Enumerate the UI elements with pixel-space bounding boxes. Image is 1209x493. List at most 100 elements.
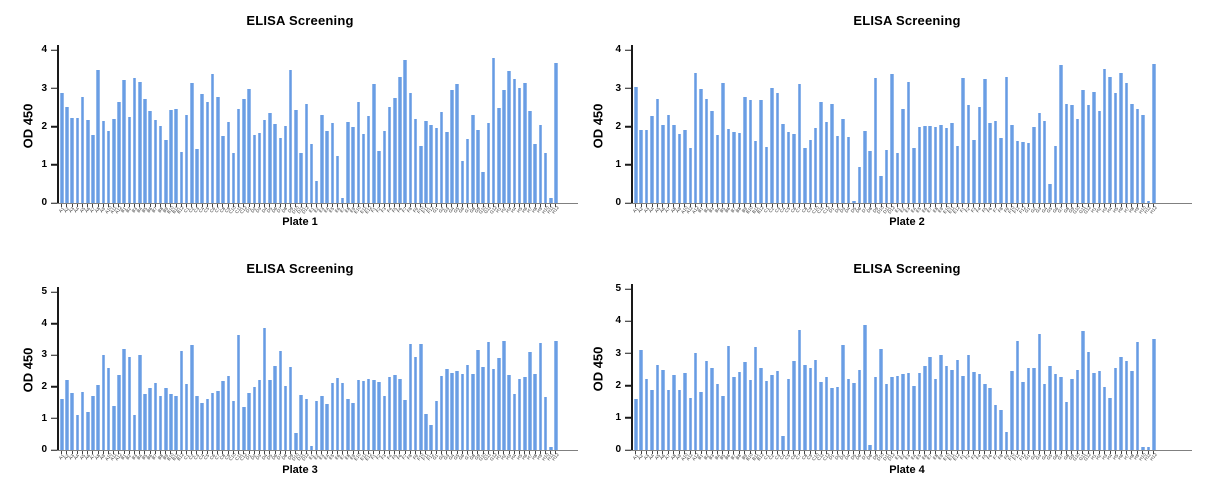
bar-well-F1: F1 [370,292,377,460]
bar-well-D3: D3 [839,289,846,461]
bar-well-A5: A5 [653,289,661,461]
bar-well-G4: G4 [448,292,455,461]
bar-well-B6: B6 [724,50,732,214]
bar-well-H1: H1 [1089,289,1097,461]
bar-well-H11: H11 [546,292,555,461]
bar-well-B9: B9 [741,289,748,461]
bar-well-A11: A11 [685,289,694,461]
bar-well-H12: H12 [1149,50,1158,215]
bar-well-C4: C4 [198,292,205,461]
bar-well-C10: C10 [228,292,237,462]
bar-well-E7: E7 [338,292,346,461]
bar-well-G12: G12 [1083,289,1092,462]
bar-well-B11: B11 [751,50,759,214]
bar-well-E10: E10 [353,292,362,461]
bar-well-D6: D6 [271,50,278,214]
bar-well-H9: H9 [1133,50,1141,214]
bar-well-C1: C1 [182,292,190,461]
bar-well-F2: F2 [964,50,971,213]
bar-well-C6: C6 [790,50,797,214]
bar-well-B7: B7 [151,50,158,214]
bar-well-A10: A10 [680,50,689,214]
y-tick-0: 0 [41,445,57,455]
bar-well-G7: G7 [1057,50,1064,214]
bar-well-F5: F5 [981,289,988,460]
bar-well-B8: B8 [156,292,164,461]
bar-series: A1 A2 A3 A4 A5 A6 A7 A8 A9 A10 A11 A12 B1 B2 B3 B4 B5 B6 B… [57,292,560,462]
bar-well-F8: F8 [997,289,1004,460]
bar-well-B4: B4 [136,50,143,214]
x-axis-line [57,202,578,204]
bar-well-A10: A10 [680,289,689,461]
bar-well-E8: E8 [344,50,351,214]
bar-well-G2: G2 [1029,50,1037,214]
bar-well-D12: D12 [887,50,896,215]
x-tick-label: H12 [1148,204,1158,215]
bar-well-F1: F1 [959,289,966,460]
bar-well-E9: E9 [349,50,356,214]
plot-area: 0 1 2 3 4 5 A1 A2 A3 A4 A5 A6 A7 A8 A9 A10 A11 A12 B1 B2 B3… [615,284,1192,462]
bar-well-D8: D8 [281,50,289,214]
x-axis-title: Plate 4 [889,464,925,476]
bar-well-D10: D10 [291,50,300,215]
y-axis-label: OD 450 [590,103,606,149]
bar-well-H3: H3 [1100,50,1108,214]
y-tick-1: 1 [41,413,57,423]
y-tick-4: 4 [41,318,57,328]
bar-well-G1: G1 [1024,289,1032,461]
bar-well-C2: C2 [768,50,775,214]
bar-well-F3: F3 [380,50,387,213]
bar-well-B9: B9 [162,292,169,461]
bar-well-B10: B10 [166,292,175,461]
bar-well-A2: A2 [63,50,70,214]
bar-well-D5: D5 [850,289,857,461]
bar-well-D7: D7 [860,289,868,461]
bar-well-H8: H8 [531,292,538,461]
bar-well-G11: G11 [483,50,492,215]
x-axis-line [631,202,1192,204]
bar-well-F9: F9 [1002,50,1010,213]
bar-well-C7: C7 [214,292,221,461]
bar-well-G4: G4 [1040,50,1048,214]
bar-well-A8: A8 [670,50,677,214]
bar-well-F11: F11 [1013,50,1021,214]
bar-well-G9: G9 [1068,289,1075,461]
bar-well-E1: E1 [893,50,901,214]
bar-well-E5: E5 [915,50,922,214]
y-axis-label: OD 450 [20,103,36,149]
bar-well-H11: H11 [546,50,555,214]
y-tick-2: 2 [41,121,57,131]
bar-well-E10: E10 [942,289,950,461]
bar-well-E4: E4 [323,292,330,461]
bar-well-C6: C6 [208,50,216,214]
bar-well-H12: H12 [551,292,560,462]
x-axis-line [57,449,578,451]
bar-well-D4: D4 [844,289,852,461]
bar-well-D2: D2 [833,289,841,461]
bar-well-G9: G9 [1068,50,1075,214]
bar-well-D8: D8 [281,292,289,461]
bar-well-G5: G5 [453,50,460,214]
bar-well-G8: G8 [1062,289,1070,461]
bar-well-F10: F10 [416,292,425,461]
x-axis-title: Plate 3 [282,464,318,476]
chart-plate-2: ELISA Screening OD 450 0 1 2 3 4 A1 A2 A3 A4 A5 A… [591,0,1209,246]
bar-well-E1: E1 [307,50,315,214]
chart-plate-1: ELISA Screening OD 450 0 1 2 3 4 A1 A2 A3 A4 A5 A… [0,0,600,246]
bar-well-C11: C11 [234,50,242,214]
bar-well-D9: D9 [871,50,879,214]
bar-well-H6: H6 [1117,50,1124,214]
bar-well-H2: H2 [1095,289,1102,461]
chart-plate-3: ELISA Screening OD 450 0 1 2 3 4 5 A1 A2 A3 A4 A5… [0,246,600,493]
bar-well-C2: C2 [187,50,195,214]
bar-well-A7: A7 [89,292,96,461]
bar-well-C4: C4 [779,50,786,214]
bar-series: A1 A2 A3 A4 A5 A6 A7 A8 A9 A10 A11 A12 B1 B2 B3 B4 B5 B6 B… [57,50,560,215]
bar-well-B1: B1 [120,50,127,214]
bar-well-F8: F8 [406,292,413,460]
bar-well-B1: B1 [697,289,704,461]
bar-well-D12: D12 [301,50,310,215]
bar-well-C7: C7 [795,289,802,461]
bar-well-D4: D4 [844,50,852,214]
bar-well-G1: G1 [1024,50,1032,214]
